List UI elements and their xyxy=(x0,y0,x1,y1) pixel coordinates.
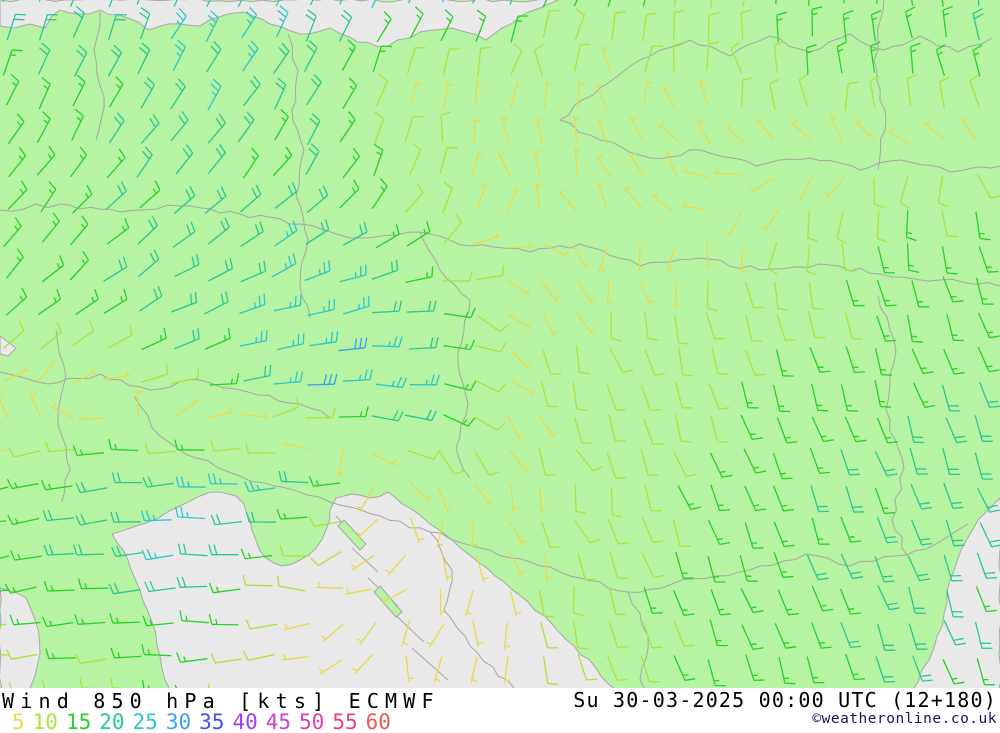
coast-islands xyxy=(335,515,449,681)
legend-value: 50 xyxy=(299,710,325,733)
wind-barbs xyxy=(0,0,1000,689)
wind-barb-group-30kts xyxy=(307,337,368,386)
legend-value: 5 xyxy=(12,710,25,733)
legend-value: 35 xyxy=(199,710,225,733)
legend-value: 40 xyxy=(232,710,258,733)
wind-barb-group-15kts xyxy=(0,0,1000,689)
product-title: Wind 850 hPa [kts] ECMWF xyxy=(2,689,440,713)
wind-barb-group-10kts xyxy=(0,0,1000,689)
legend-value: 30 xyxy=(165,710,192,733)
wind-barb-group-5kts xyxy=(0,46,977,689)
wind-barb-group-20kts xyxy=(2,0,1000,683)
legend-value: 10 xyxy=(32,710,58,733)
valid-time: Su 30-03-2025 00:00 UTC (12+180) xyxy=(573,688,997,712)
legend-value: 25 xyxy=(132,710,158,733)
copyright-label: ©weatheronline.co.uk xyxy=(812,711,997,727)
legend-value: 55 xyxy=(332,710,358,733)
wind-map xyxy=(0,0,1000,689)
legend-value: 20 xyxy=(99,710,125,733)
footer: Wind 850 hPa [kts] ECMWF 5 10 15 20 25 30 35 40… xyxy=(0,688,1000,733)
legend-value: 60 xyxy=(365,710,391,733)
country-borders xyxy=(0,0,1000,689)
wind-barb-group-25kts xyxy=(38,0,445,561)
wind-speed-legend: 5 10 15 20 25 30 35 40 45 50 55 60 xyxy=(12,710,399,733)
legend-value: 45 xyxy=(265,710,292,733)
legend-value: 15 xyxy=(65,710,92,733)
